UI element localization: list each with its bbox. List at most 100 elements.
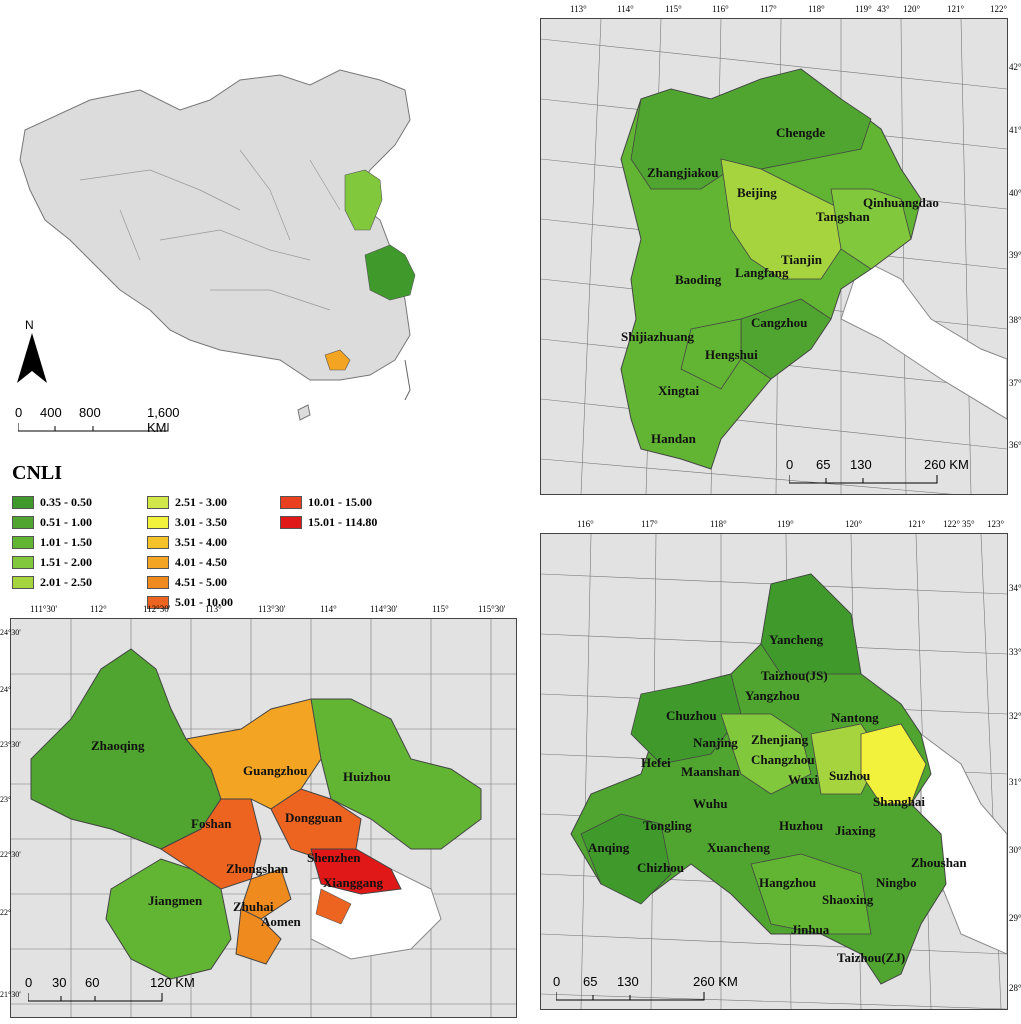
city-label-aomen: Aomen (261, 914, 301, 929)
legend-swatch (12, 555, 34, 569)
prd-left-ticks: 24°30' 24° 23°30' 23° 22°30' 22° 21°30' (0, 600, 21, 1024)
scale-tick-3: 260 KM (693, 974, 738, 989)
tick-label: 121° (908, 519, 926, 529)
north-label: N (25, 318, 34, 332)
tick-label: 28° (1009, 983, 1021, 993)
tick-label: 119° (855, 4, 872, 14)
zhongshan-shape (240, 868, 292, 920)
jjj-map-panel: Chengde Zhangjiakou Beijing Qinhuangdao … (525, 0, 1021, 500)
yrd-top-ticks: 116° 117° 118° 119° 120° 121° 122° 35° 1… (525, 519, 1021, 531)
tick-label: 38° (1009, 315, 1021, 325)
city-label-jiangmen: Jiangmen (148, 893, 203, 908)
tick-label: 116° (577, 519, 594, 529)
city-label-nantong: Nantong (831, 710, 879, 725)
city-label-zhuhai: Zhuhai (233, 899, 274, 914)
city-label-maanshan: Maanshan (681, 764, 740, 779)
scale-tick-2: 800 (79, 405, 101, 420)
city-label-huizhou: Huizhou (343, 769, 391, 784)
city-label-taizhou-js: Taizhou(JS) (761, 668, 828, 683)
legend-label: 2.01 - 2.50 (40, 574, 92, 589)
scale-tick-0: 0 (553, 974, 561, 989)
legend-label: 10.01 - 15.00 (308, 494, 372, 509)
jiangmen-shape (105, 858, 232, 980)
city-label-chuzhou: Chuzhou (666, 708, 717, 723)
legend-item: 1.01 - 1.50 (12, 532, 92, 552)
tick-label: 42° (1009, 62, 1021, 72)
city-label-shanghai: Shanghai (873, 794, 925, 809)
legend-label: 3.01 - 3.50 (175, 514, 227, 529)
legend-item: 2.51 - 3.00 (147, 492, 233, 512)
scale-tick-3: 120 KM (150, 975, 195, 990)
city-label-foshan: Foshan (191, 816, 232, 831)
tick-label: 113° (570, 4, 587, 14)
legend-swatch (280, 515, 302, 529)
city-label-zhongshan: Zhongshan (226, 861, 289, 876)
city-label-anqing: Anqing (588, 840, 630, 855)
tick-label: 111°30' (30, 604, 58, 614)
city-label-tongling: Tongling (643, 818, 692, 833)
prd-top-ticks: 111°30' 112° 112°30' 113° 113°30' 114° 1… (0, 604, 520, 616)
tick-label: 119° (777, 519, 794, 529)
legend-label: 15.01 - 114.80 (308, 514, 378, 529)
city-label-suzhou: Suzhou (829, 768, 870, 783)
city-label-zhaoqing: Zhaoqing (91, 738, 145, 753)
legend-item: 0.35 - 0.50 (12, 492, 92, 512)
yrd-region (364, 244, 416, 301)
tick-label: 29° (1009, 913, 1021, 923)
tick-label: 43° (877, 4, 890, 14)
legend-item: 10.01 - 15.00 (280, 492, 377, 512)
city-label-ningbo: Ningbo (876, 875, 916, 890)
legend: CNLI 0.35 - 0.50 0.51 - 1.00 1.01 - 1.50… (12, 462, 432, 609)
legend-item: 5.01 - 10.00 (147, 592, 233, 612)
tick-label: 22° (0, 908, 12, 917)
scale-tick-1: 400 (40, 405, 62, 420)
city-label-baoding: Baoding (675, 272, 722, 287)
scale-tick-2: 130 (850, 457, 872, 472)
legend-title: CNLI (12, 462, 63, 484)
tick-label: 30° (1009, 845, 1021, 855)
tick-label: 34° (1009, 583, 1021, 593)
scale-tick-1: 65 (816, 457, 831, 472)
jjj-region (344, 169, 383, 231)
city-label-hengshui: Hengshui (705, 347, 758, 362)
legend-swatch (147, 515, 169, 529)
city-label-wuhu: Wuhu (693, 796, 727, 811)
city-label-taizhou-zj: Taizhou(ZJ) (837, 950, 905, 965)
city-label-cangzhou: Cangzhou (751, 315, 807, 330)
legend-label: 3.51 - 4.00 (175, 534, 227, 549)
city-label-hangzhou: Hangzhou (759, 875, 816, 890)
tick-label: 33° (1009, 647, 1021, 657)
legend-swatch (12, 535, 34, 549)
legend-item: 4.01 - 4.50 (147, 552, 233, 572)
city-label-beijing: Beijing (737, 185, 777, 200)
tick-label: 115° (432, 604, 449, 614)
tick-label: 123° (987, 519, 1005, 529)
scale-tick-0: 0 (25, 975, 33, 990)
yrd-right-ticks: 34° 33° 32° 31° 30° 29° 28° (1009, 515, 1021, 1024)
tick-label: 122° (990, 4, 1008, 14)
city-label-huzhou: Huzhou (779, 818, 823, 833)
scale-tick-0: 0 (786, 457, 794, 472)
city-label-handan: Handan (651, 431, 697, 446)
city-label-xuancheng: Xuancheng (707, 840, 770, 855)
city-label-qinhuangdao: Qinhuangdao (863, 195, 939, 210)
scale-tick-1: 30 (52, 975, 67, 990)
zhuhai-shape (235, 908, 282, 965)
tick-label: 23° (0, 795, 12, 804)
legend-swatch (12, 515, 34, 529)
scale-tick-2: 60 (85, 975, 100, 990)
legend-item: 2.01 - 2.50 (12, 572, 92, 592)
tick-label: 113° (205, 604, 222, 614)
legend-item: 3.01 - 3.50 (147, 512, 233, 532)
shenzhen-shape (310, 848, 402, 895)
city-label-jinhua: Jinhua (791, 922, 830, 937)
yrd-map: Yancheng Taizhou(JS) Yangzhou Chuzhou Na… (541, 534, 1007, 1009)
legend-swatch (147, 495, 169, 509)
prd-map-panel: Zhaoqing Guangzhou Huizhou Foshan Donggu… (0, 600, 520, 1024)
city-label-chizhou: Chizhou (637, 860, 684, 875)
city-label-tangshan: Tangshan (816, 209, 870, 224)
tick-label: 118° (710, 519, 727, 529)
city-label-langfang: Langfang (735, 265, 789, 280)
tick-label: 35° (962, 519, 975, 529)
legend-item: 4.51 - 5.00 (147, 572, 233, 592)
